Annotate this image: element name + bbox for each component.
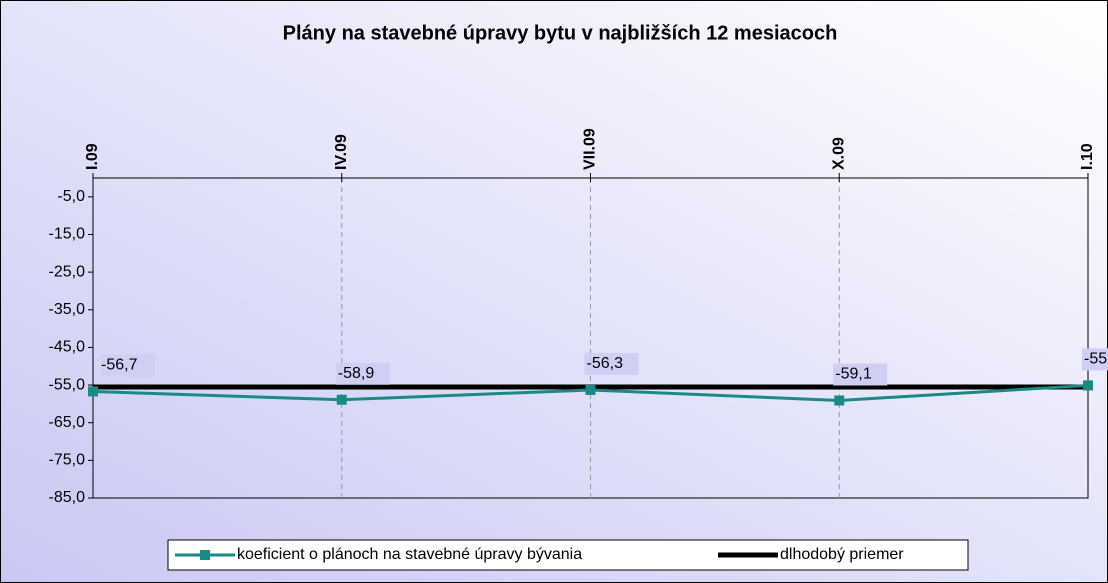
y-tick-label: -15,0 xyxy=(49,226,86,243)
y-tick-label: -5,0 xyxy=(57,188,85,205)
marker xyxy=(1083,380,1093,391)
x-tick-label: I.09 xyxy=(84,143,101,170)
data-label-bg xyxy=(584,352,639,375)
data-label-bg xyxy=(101,354,155,377)
y-tick-label: -35,0 xyxy=(49,301,86,318)
data-label-bg xyxy=(833,363,888,386)
marker xyxy=(834,395,845,406)
y-tick-label: -25,0 xyxy=(49,263,86,280)
y-tick-label: -75,0 xyxy=(49,452,86,469)
x-tick-label: I.10 xyxy=(1079,143,1096,170)
chart-title: Plány na stavebné úpravy bytu v najbližš… xyxy=(283,22,838,44)
data-label: -56,7 xyxy=(101,357,138,374)
data-label: -58,9 xyxy=(338,365,375,382)
legend xyxy=(167,539,969,571)
data-label: -56,3 xyxy=(587,355,624,372)
x-tick-label: IV.09 xyxy=(333,134,350,170)
marker xyxy=(88,386,98,397)
data-label: -55,1 xyxy=(1084,351,1108,368)
legend-marker xyxy=(200,550,210,560)
y-tick-label: -85,0 xyxy=(49,489,86,506)
data-label-bg xyxy=(1082,348,1108,371)
data-label-bg xyxy=(335,362,390,385)
legend-label: koeficient o plánoch na stavebné úpravy … xyxy=(237,546,582,563)
marker xyxy=(585,384,596,395)
y-tick-label: -65,0 xyxy=(49,414,86,431)
x-tick-label: VII.09 xyxy=(582,128,599,170)
legend-label: dlhodobý priemer xyxy=(780,546,904,563)
y-tick-label: -55,0 xyxy=(49,376,86,393)
marker xyxy=(336,394,347,405)
data-label: -59,1 xyxy=(835,366,872,383)
x-tick-label: X.09 xyxy=(830,137,847,170)
y-tick-label: -45,0 xyxy=(49,339,86,356)
